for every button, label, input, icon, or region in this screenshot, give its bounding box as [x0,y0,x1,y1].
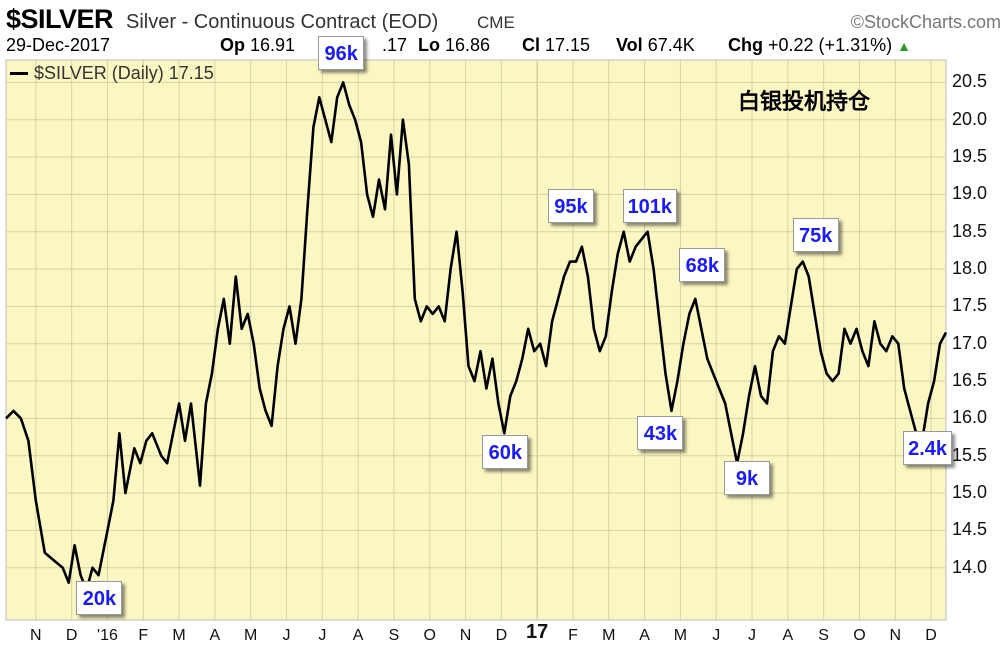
close-label: Cl [522,35,540,55]
x-tick-label: D [65,627,78,644]
legend-swatch [10,72,28,75]
position-annotation: 60k [482,435,529,469]
y-tick-label: 14.5 [952,519,988,540]
y-tick-label: 17.5 [952,295,988,316]
x-tick-label: M [673,627,688,644]
x-tick-label: A [782,627,794,644]
x-tick-label: '16 [97,627,118,644]
x-tick-label: N [459,627,472,644]
exchange-label: CME [477,13,515,32]
volume-value: 67.4K [647,35,695,55]
legend-label: $SILVER (Daily) 17.15 [34,63,214,83]
x-tick-label: A [352,627,364,644]
position-annotation: 68k [679,248,726,283]
x-tick-label: D [925,627,937,644]
open-label: Op [220,35,245,55]
open-value: 16.91 [250,35,296,55]
y-tick-label: 19.0 [952,183,988,204]
plot-area [5,59,947,621]
position-annotation: 9k [724,461,771,496]
x-tick-label: S [388,627,400,644]
x-tick-label: J [318,627,327,644]
change-value: +0.22 (+1.31%) [768,35,893,55]
x-tick-label: M [172,627,186,644]
low-value: 16.86 [445,35,491,55]
triangle-up-icon: ▲ [897,38,911,54]
quote-bar: 29-Dec-2017 Op 16.91 .17 Lo 16.86 Cl 17.… [6,35,1001,57]
y-tick-label: 18.0 [952,258,988,279]
y-tick-label: 14.0 [952,556,988,577]
x-tick-label: 17 [526,621,549,643]
volume-label: Vol [616,35,643,55]
low-label: Lo [418,35,440,55]
y-tick-label: 15.0 [952,482,988,503]
x-tick-label: J [712,627,721,644]
quote-date: 29-Dec-2017 [6,35,111,55]
x-tick-label: A [639,627,650,644]
x-tick-label: M [602,627,616,644]
x-tick-label: O [853,627,866,644]
x-tick-label: J [748,627,757,644]
x-tick-label: J [282,627,291,644]
overlay-title: 白银投机持仓 [738,89,871,114]
x-tick-label: N [889,627,902,644]
y-tick-label: 18.5 [952,220,988,241]
ticker-symbol: $SILVER [6,4,114,34]
position-annotation: 20k [76,580,123,615]
close-value: 17.15 [545,35,591,55]
position-annotation: 95k [547,188,594,223]
x-tick-label: S [818,627,829,644]
position-annotation: 75k [792,218,839,253]
y-tick-label: 16.5 [952,370,988,391]
chart-title: Silver - Continuous Contract (EOD) [126,11,439,33]
y-tick-label: 15.5 [952,444,988,465]
x-tick-label: F [138,627,149,644]
y-tick-label: 17.0 [952,332,988,353]
copyright-label: ©StockCharts.com [850,12,1001,32]
series-line-silver [5,81,948,592]
x-tick-label: N [30,627,42,644]
high-value-fragment: .17 [382,35,408,55]
position-annotation: 43k [637,416,684,451]
chart-header: $SILVER Silver - Continuous Contract (EO… [6,4,1001,34]
position-annotation: 2.4k [903,431,953,466]
y-tick-label: 16.0 [952,407,988,428]
gridlines [6,60,946,620]
y-tick-label: 20.0 [952,108,988,129]
x-tick-label: M [244,627,258,644]
y-tick-label: 19.5 [952,146,988,167]
y-tick-label: 20.5 [952,71,988,92]
position-annotation: 101k [622,188,678,223]
x-tick-label: F [568,627,578,644]
x-tick-label: A [209,627,221,644]
x-tick-label: O [423,627,436,644]
x-tick-label: D [495,627,508,644]
change-label: Chg [728,35,763,55]
position-annotation: 96k [318,35,365,70]
